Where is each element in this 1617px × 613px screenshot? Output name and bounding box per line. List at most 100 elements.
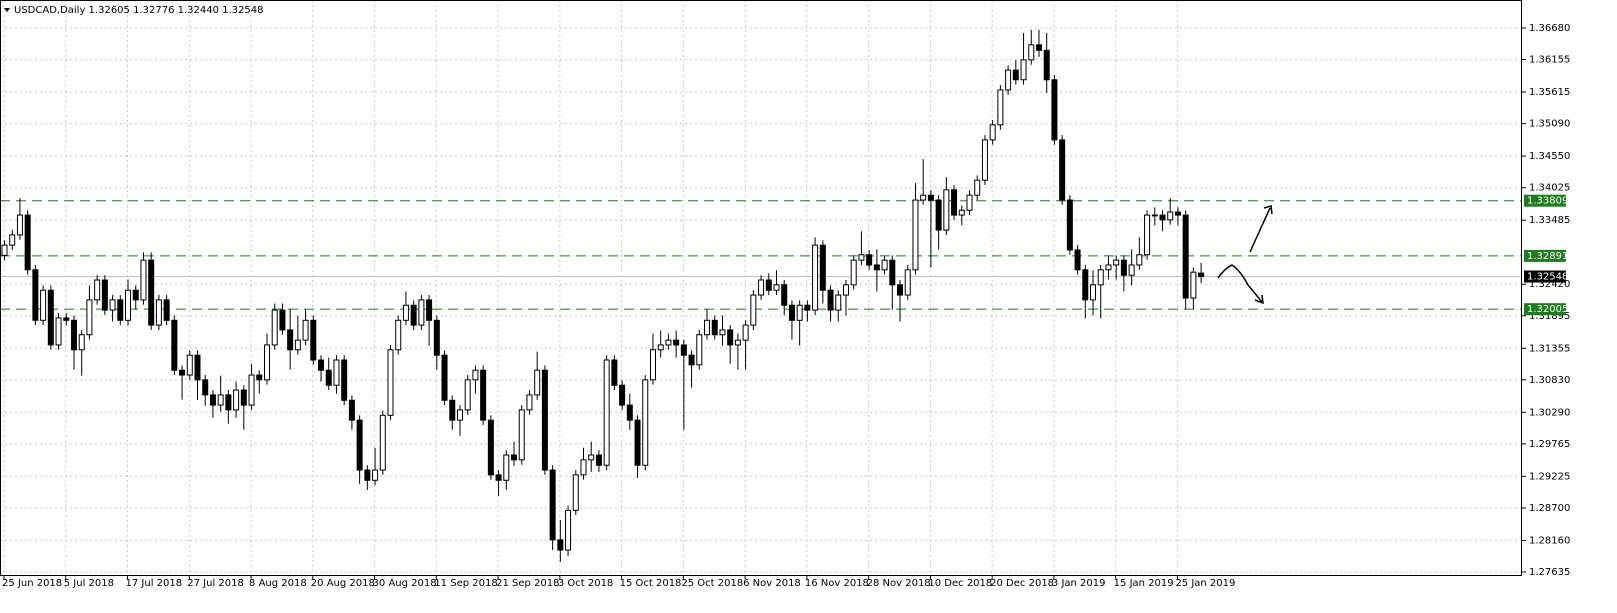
candle-body (989, 124, 996, 141)
y-tick-label: 1.29225 (1529, 471, 1570, 482)
candle-body (1190, 271, 1197, 299)
candle-body (881, 259, 888, 271)
y-tick-label: 1.30290 (1529, 407, 1570, 418)
candle-body (572, 474, 579, 511)
arrow-head (1263, 205, 1273, 215)
x-tick-label: 27 Jul 2018 (187, 578, 244, 589)
candle-body (897, 284, 904, 296)
candle-body (318, 359, 325, 371)
candle-body (1066, 199, 1073, 251)
x-tick-label: 16 Nov 2018 (805, 578, 869, 589)
x-tick-label: 20 Dec 2018 (990, 578, 1054, 589)
candle-body (541, 369, 548, 471)
x-tick-label: 28 Nov 2018 (867, 578, 931, 589)
candle-body (225, 394, 232, 411)
level-label: 1.32891 (1527, 251, 1568, 262)
candle-body (611, 359, 618, 386)
candle-body (387, 349, 394, 416)
y-tick-label: 1.32420 (1529, 279, 1570, 290)
candle-body (47, 289, 54, 346)
level-label: 1.32005 (1527, 304, 1568, 315)
candle-body (233, 389, 240, 411)
candle-body (696, 334, 703, 366)
arrow-down (1217, 264, 1263, 303)
candle-body (1097, 269, 1104, 286)
candle-body (619, 384, 626, 406)
candle-body (742, 324, 749, 341)
y-tick-label: 1.31355 (1529, 343, 1570, 354)
candle-body (588, 454, 595, 461)
x-tick-label: 11 Sep 2018 (434, 578, 497, 589)
candle-body (426, 299, 433, 321)
candle-body (163, 299, 170, 321)
candle-body (55, 317, 62, 346)
candle-body (858, 254, 865, 261)
candle-body (580, 459, 587, 476)
candle-body (171, 319, 178, 371)
y-tick-label: 1.28700 (1529, 503, 1570, 514)
candle-body (155, 299, 162, 326)
candle-body (842, 284, 849, 296)
candle-body (935, 199, 942, 231)
candle-body (997, 89, 1004, 126)
candles (1, 29, 1205, 563)
candle-body (70, 319, 77, 351)
candle-body (565, 509, 572, 551)
candle-body (202, 379, 209, 396)
candle-body (364, 469, 371, 481)
x-tick-label: 25 Jan 2019 (1175, 578, 1235, 589)
candle-body (1005, 69, 1012, 91)
candle-body (673, 339, 680, 346)
candle-body (688, 354, 695, 366)
candle-body (526, 394, 533, 411)
candle-body (256, 374, 263, 381)
candle-body (1059, 139, 1066, 201)
x-tick-label: 20 Aug 2018 (311, 578, 375, 589)
candle-body (101, 279, 108, 311)
candle-body (217, 394, 224, 406)
candle-body (125, 289, 132, 321)
candle-body (333, 359, 340, 386)
level-label: 1.33809 (1527, 196, 1568, 207)
candle-body (866, 254, 873, 266)
y-tick-label: 1.28160 (1529, 535, 1570, 546)
candle-body (433, 319, 440, 356)
candle-body (788, 304, 795, 321)
candle-body (1144, 214, 1151, 256)
candle-body (904, 269, 911, 296)
candle-body (827, 289, 834, 311)
candle-body (418, 299, 425, 326)
candle-body (132, 289, 139, 301)
candle-body (32, 269, 39, 321)
candle-body (472, 369, 479, 381)
candle-body (1151, 214, 1158, 217)
candle-body (758, 279, 765, 296)
candle-body (279, 309, 286, 331)
candle-body (1043, 49, 1050, 81)
y-tick-label: 1.34025 (1529, 183, 1570, 194)
price-label: 1.32548 (1527, 272, 1568, 283)
candle-body (1035, 44, 1042, 51)
candle-body (549, 469, 556, 541)
candle-body (1090, 284, 1097, 301)
y-tick-label: 1.31895 (1529, 311, 1570, 322)
candle-body (626, 404, 633, 421)
candle-body (348, 399, 355, 421)
x-tick-label: 17 Jul 2018 (126, 578, 183, 589)
candle-body (194, 354, 201, 381)
candle-body (487, 419, 494, 476)
candle-body (263, 344, 270, 381)
candle-body (402, 304, 409, 321)
y-tick-label: 1.35090 (1529, 119, 1570, 130)
candle-body (1074, 249, 1081, 271)
x-tick-label: 5 Jul 2018 (64, 578, 114, 589)
y-tick-label: 1.34550 (1529, 151, 1570, 162)
candle-body (796, 304, 803, 321)
candle-body (209, 394, 216, 406)
candle-body (379, 414, 386, 471)
candle-body (951, 189, 958, 216)
candle-body (294, 339, 301, 351)
candle-body (325, 369, 332, 386)
candle-body (889, 259, 896, 286)
